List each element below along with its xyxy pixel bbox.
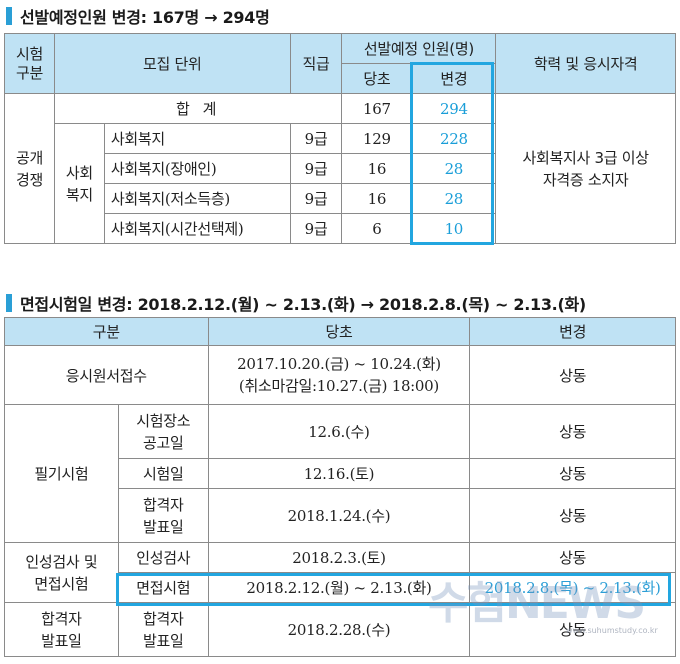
recruitment-table: 시험 구분 모집 단위 직급 선발예정 인원(명) 학력 및 응시자격 당초 변… (4, 33, 676, 244)
row-changed: 10 (411, 213, 497, 244)
row-changed: 228 (411, 123, 497, 154)
section2-title: 면접시험일 변경: 2018.2.12.(월) ~ 2.13.(화) → 201… (6, 291, 586, 315)
interview-sub: 인성검사 (117, 542, 209, 573)
row-unit: 사회복지(저소득층) (103, 183, 291, 214)
section1-title: 선발예정인원 변경: 167명 → 294명 (6, 4, 270, 28)
row-original: 129 (341, 123, 413, 154)
total-label: 합 계 (53, 93, 343, 124)
row-original: 6 (341, 213, 413, 244)
row-grade: 9급 (289, 153, 343, 184)
written-sub: 시험일 (117, 458, 209, 489)
application-original-line2: (취소마감일:10.27.(금) 18:00) (238, 377, 439, 395)
interview-original: 2018.2.12.(월) ~ 2.13.(화) (207, 572, 471, 603)
interview-changed: 2018.2.8.(목) ~ 2.13.(화) (469, 572, 676, 603)
header-changed: 변경 (469, 317, 676, 346)
header-grade: 직급 (289, 33, 343, 94)
watermark-logo: 수험NEWS (428, 578, 646, 629)
row-changed: 28 (411, 153, 497, 184)
row-original: 16 (341, 153, 413, 184)
row-grade: 9급 (289, 183, 343, 214)
header-category: 시험 구분 (4, 33, 55, 94)
written-original: 12.16.(토) (207, 458, 471, 489)
interview-sub: 면접시험 (117, 572, 209, 603)
header-changed: 변경 (411, 63, 497, 94)
qualification-text: 사회복지사 3급 이상 자격증 소지자 (495, 93, 676, 244)
section2-title-text: 면접시험일 변경: 2018.2.12.(월) ~ 2.13.(화) → 201… (20, 295, 586, 314)
written-original: 12.6.(수) (207, 404, 471, 459)
row-unit: 사회복지(시간선택제) (103, 213, 291, 244)
application-original-line1: 2017.10.20.(금) ~ 10.24.(화) (237, 355, 441, 373)
interview-changed: 상동 (469, 542, 676, 573)
group-open-competition: 공개 경쟁 (4, 93, 55, 244)
total-original: 167 (341, 93, 413, 124)
row-changed: 28 (411, 183, 497, 214)
header-category: 구분 (4, 317, 209, 346)
row-grade: 9급 (289, 123, 343, 154)
row-unit: 사회복지 (103, 123, 291, 154)
section1-title-text: 선발예정인원 변경: 167명 → 294명 (20, 8, 270, 27)
final-sub: 합격자 발표일 (117, 602, 209, 657)
row-original: 16 (341, 183, 413, 214)
title-marker-icon (6, 294, 12, 312)
row-grade: 9급 (289, 213, 343, 244)
header-original: 당초 (207, 317, 471, 346)
written-original: 2018.1.24.(수) (207, 488, 471, 543)
row-unit: 사회복지(장애인) (103, 153, 291, 184)
header-qualification: 학력 및 응시자격 (495, 33, 676, 94)
total-changed: 294 (411, 93, 497, 124)
final-original: 2018.2.28.(수) (207, 602, 471, 657)
application-changed: 상동 (469, 345, 676, 405)
group-social-welfare: 사회 복지 (53, 123, 105, 244)
title-marker-icon (6, 7, 12, 25)
interview-label: 인성검사 및 면접시험 (4, 542, 119, 603)
header-planned: 선발예정 인원(명) (341, 33, 497, 64)
application-label: 응시원서접수 (4, 345, 209, 405)
application-original: 2017.10.20.(금) ~ 10.24.(화) (취소마감일:10.27.… (207, 345, 471, 405)
written-changed: 상동 (469, 404, 676, 459)
final-label: 합격자 발표일 (4, 602, 119, 657)
written-sub: 합격자 발표일 (117, 488, 209, 543)
written-changed: 상동 (469, 488, 676, 543)
written-changed: 상동 (469, 458, 676, 489)
schedule-table: 구분 당초 변경 응시원서접수 2017.10.20.(금) ~ 10.24.(… (4, 317, 676, 657)
watermark-url: www.suhumstudy.co.kr (566, 626, 658, 635)
written-label: 필기시험 (4, 404, 119, 543)
final-changed: 상동 (469, 602, 676, 657)
written-sub: 시험장소 공고일 (117, 404, 209, 459)
header-original: 당초 (341, 63, 413, 94)
header-unit: 모집 단위 (53, 33, 291, 94)
interview-original: 2018.2.3.(토) (207, 542, 471, 573)
